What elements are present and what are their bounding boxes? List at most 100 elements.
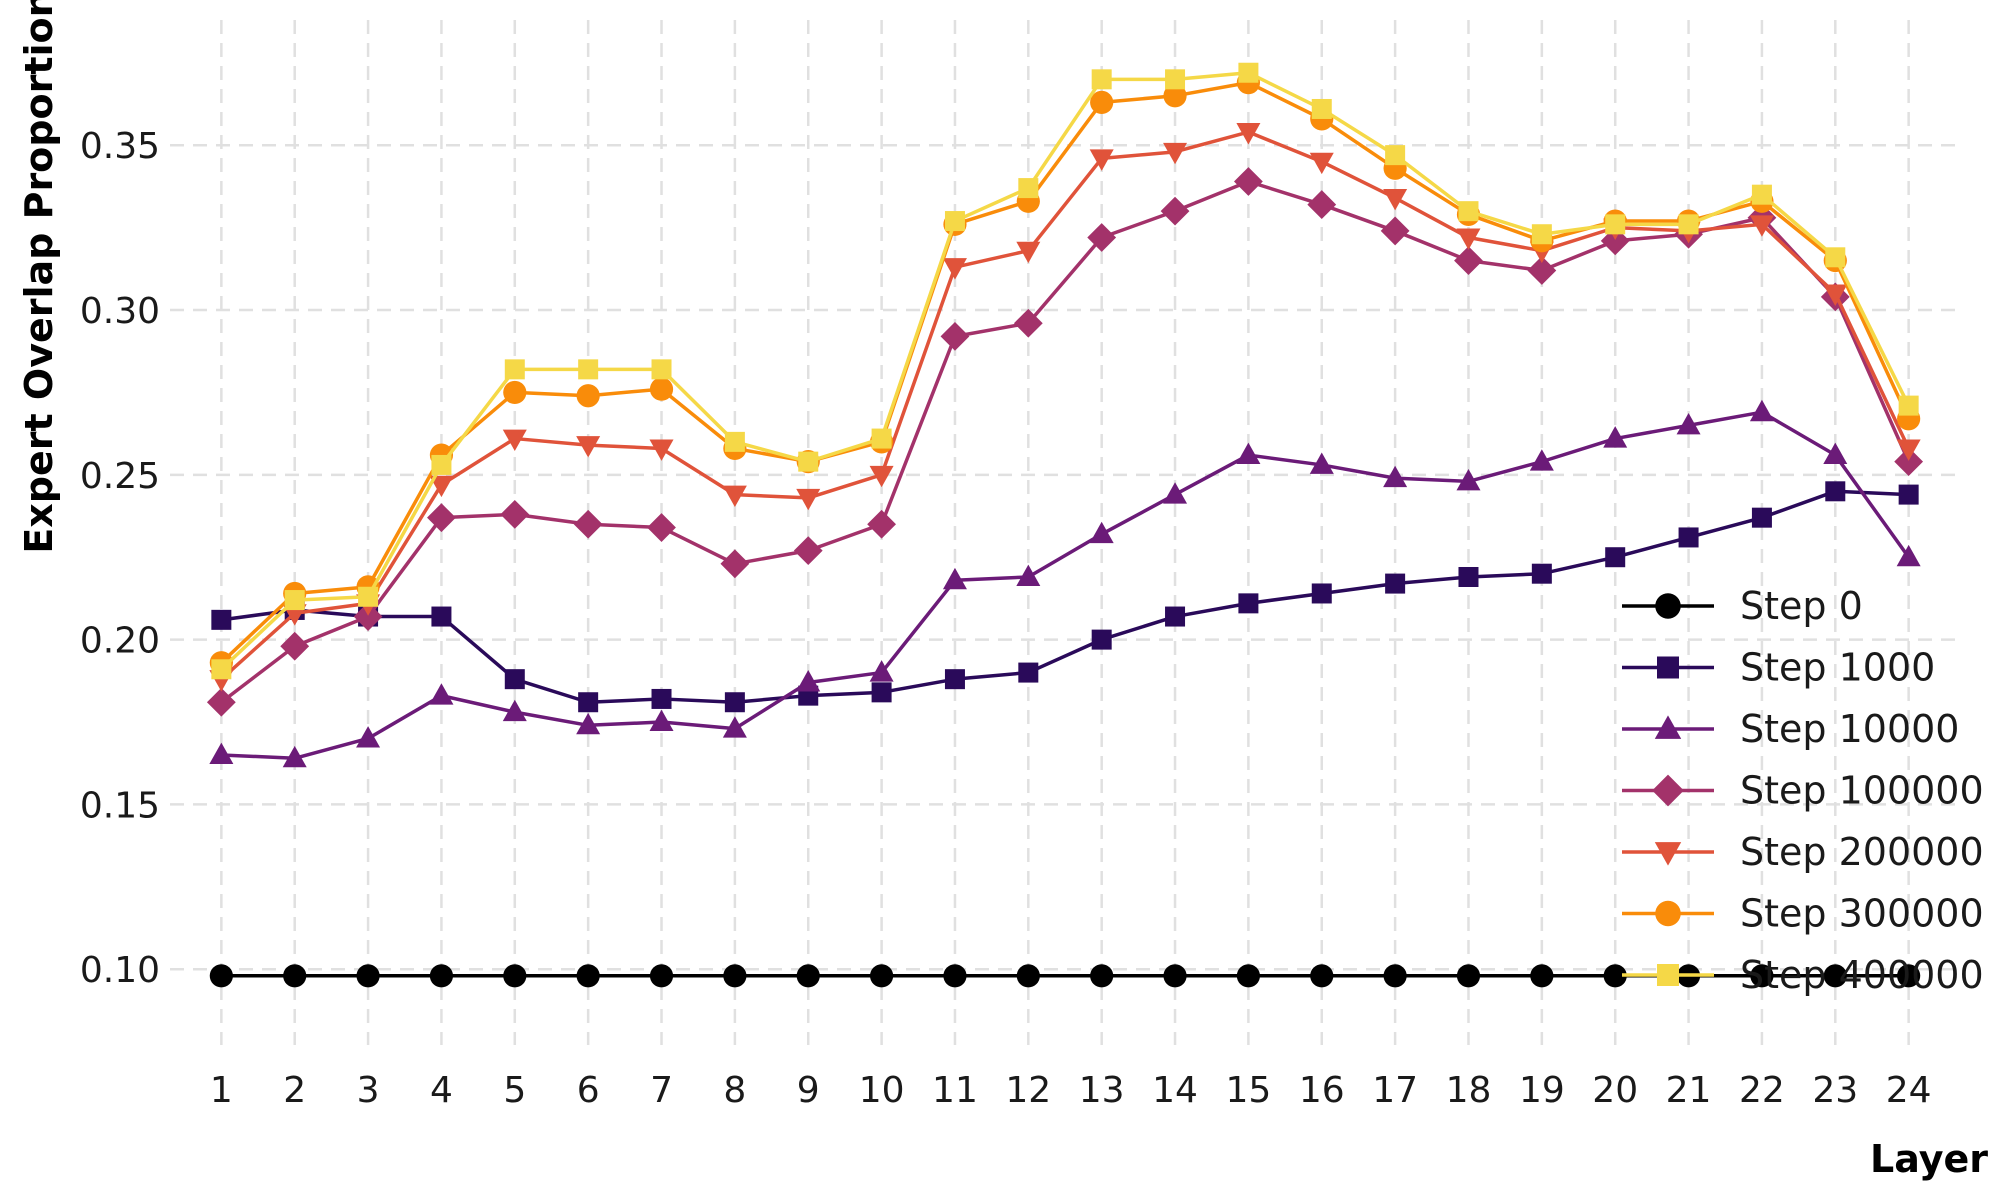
series-4 [209, 123, 1921, 692]
data-point [1160, 196, 1190, 226]
data-point [1531, 224, 1552, 245]
legend-item: Step 400000 [1622, 953, 1984, 997]
data-point [1309, 152, 1334, 175]
legend-marker [1657, 656, 1679, 679]
legend-label: Step 100000 [1740, 769, 1984, 813]
data-point [1531, 563, 1552, 584]
legend-label: Step 400000 [1740, 953, 1984, 997]
x-tick-label: 9 [797, 1070, 820, 1111]
x-tick-label: 18 [1446, 1070, 1492, 1111]
data-point [1823, 284, 1848, 306]
legend-marker [1654, 715, 1682, 739]
legend-item: Step 0 [1622, 584, 1863, 628]
x-tick-label: 8 [723, 1070, 746, 1111]
data-point [1311, 583, 1332, 604]
data-point [1385, 145, 1406, 166]
data-point [1749, 399, 1774, 422]
x-tick-label: 20 [1592, 1070, 1638, 1111]
data-point [1163, 84, 1187, 108]
series-line [221, 489, 1909, 704]
x-tick-label: 19 [1519, 1070, 1565, 1111]
series-line [220, 80, 1911, 664]
data-point [1307, 190, 1337, 219]
data-point [431, 606, 452, 627]
data-point [427, 503, 456, 533]
axes: 0.100.150.200.250.300.351 2 3 4 5 6 7 8 9 10 11 12 1… [80, 126, 1932, 1111]
data-point [429, 683, 454, 705]
data-point [944, 669, 965, 690]
data-point [1458, 566, 1479, 587]
data-point [573, 509, 603, 539]
data-point [1527, 256, 1557, 285]
data-point [793, 536, 823, 566]
data-point [1236, 964, 1261, 988]
data-point [356, 964, 380, 988]
x-tick-label: 23 [1812, 1070, 1858, 1111]
data-point [1896, 544, 1921, 567]
data-point [1089, 149, 1114, 171]
data-point [576, 712, 601, 735]
series-3 [206, 167, 1924, 717]
data-point [651, 688, 672, 709]
data-point [1898, 395, 1919, 416]
x-tick-label: 13 [1079, 1070, 1125, 1111]
data-point [1091, 629, 1112, 650]
data-point [1018, 662, 1039, 683]
data-point [1383, 188, 1408, 211]
legend-item: Step 300000 [1622, 892, 1984, 936]
x-tick-label: 5 [503, 1070, 526, 1111]
legend-item: Step 200000 [1622, 830, 1984, 874]
data-point [1894, 447, 1924, 477]
data-point [1163, 964, 1187, 988]
data-point [1751, 184, 1772, 205]
data-point [283, 964, 307, 988]
data-point [356, 726, 381, 748]
series-line [220, 130, 1911, 681]
legend-marker [1655, 593, 1681, 619]
x-tick-label: 17 [1372, 1070, 1418, 1111]
data-point [1750, 964, 1774, 988]
data-point [284, 590, 305, 611]
data-point [503, 964, 527, 988]
data-point [576, 436, 601, 458]
data-point [1238, 593, 1259, 614]
series-line [220, 70, 1911, 671]
data-point [1605, 214, 1626, 235]
series-2 [209, 399, 1921, 768]
data-point [502, 699, 527, 722]
x-tick-label: 21 [1666, 1070, 1712, 1111]
data-point [1090, 90, 1114, 114]
x-tick-label: 1 [210, 1070, 233, 1111]
data-point [358, 586, 379, 607]
data-point [1456, 964, 1481, 988]
legend-item: Step 10000 [1622, 707, 1959, 751]
data-point [1165, 69, 1186, 90]
y-tick-label: 0.20 [80, 621, 160, 662]
data-point [942, 258, 967, 280]
data-point [1603, 426, 1628, 448]
data-point [1678, 527, 1699, 548]
x-axis-title: Layer [1870, 1137, 1988, 1181]
data-point [1163, 142, 1188, 165]
data-point [1236, 442, 1261, 465]
y-tick-label: 0.10 [80, 950, 160, 991]
data-point [576, 384, 600, 408]
data-point [1603, 964, 1627, 988]
data-point [649, 964, 674, 988]
data-point [796, 488, 821, 511]
data-point [1309, 452, 1334, 474]
data-point [647, 513, 676, 542]
data-point [942, 567, 967, 590]
x-tick-label: 7 [650, 1070, 673, 1111]
data-point [211, 659, 232, 680]
data-point [1018, 178, 1039, 199]
data-point [796, 670, 821, 692]
data-point [649, 709, 674, 732]
data-point [1383, 465, 1408, 488]
legend-marker [1655, 900, 1681, 927]
data-point [1236, 123, 1261, 145]
legend-label: Step 200000 [1740, 830, 1984, 874]
data-point [651, 359, 672, 380]
data-point [722, 485, 747, 507]
data-point [1311, 98, 1332, 119]
